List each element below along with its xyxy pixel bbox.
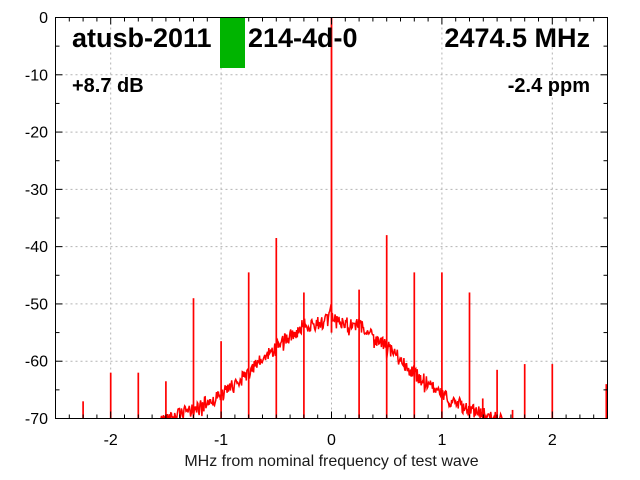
device-id-suffix: 214-4d-0 bbox=[248, 23, 358, 53]
y-tick-label: -30 bbox=[25, 182, 48, 199]
power-offset-readout: +8.7 dB bbox=[72, 75, 144, 97]
x-tick-label: -2 bbox=[104, 432, 118, 449]
axis-ticks bbox=[55, 17, 608, 419]
y-tick-label: -60 bbox=[25, 354, 48, 371]
x-tick-label: 1 bbox=[437, 432, 446, 449]
x-axis-label: MHz from nominal frequency of test wave bbox=[184, 453, 478, 470]
y-tick-labels: 0 -10 -20 -30 -40 -50 -60 -70 bbox=[25, 10, 48, 428]
x-tick-labels: -2 -1 0 1 2 bbox=[104, 432, 557, 449]
frequency-error-readout: -2.4 ppm bbox=[507, 75, 590, 97]
spur-lines bbox=[82, 235, 608, 419]
grid-lines bbox=[55, 17, 608, 419]
x-tick-label: 0 bbox=[327, 432, 336, 449]
y-tick-label: -40 bbox=[25, 239, 48, 256]
y-tick-label: -10 bbox=[25, 67, 48, 84]
y-tick-label: 0 bbox=[39, 10, 48, 27]
center-frequency-readout: 2474.5 MHz bbox=[444, 23, 590, 53]
device-id-prefix: atusb-2011 bbox=[72, 23, 212, 53]
y-tick-label: -20 bbox=[25, 125, 48, 142]
x-tick-label: 2 bbox=[548, 432, 557, 449]
highlight-marker bbox=[220, 18, 245, 68]
x-tick-label: -1 bbox=[214, 432, 228, 449]
y-tick-label: -70 bbox=[25, 411, 48, 428]
y-tick-label: -50 bbox=[25, 296, 48, 313]
